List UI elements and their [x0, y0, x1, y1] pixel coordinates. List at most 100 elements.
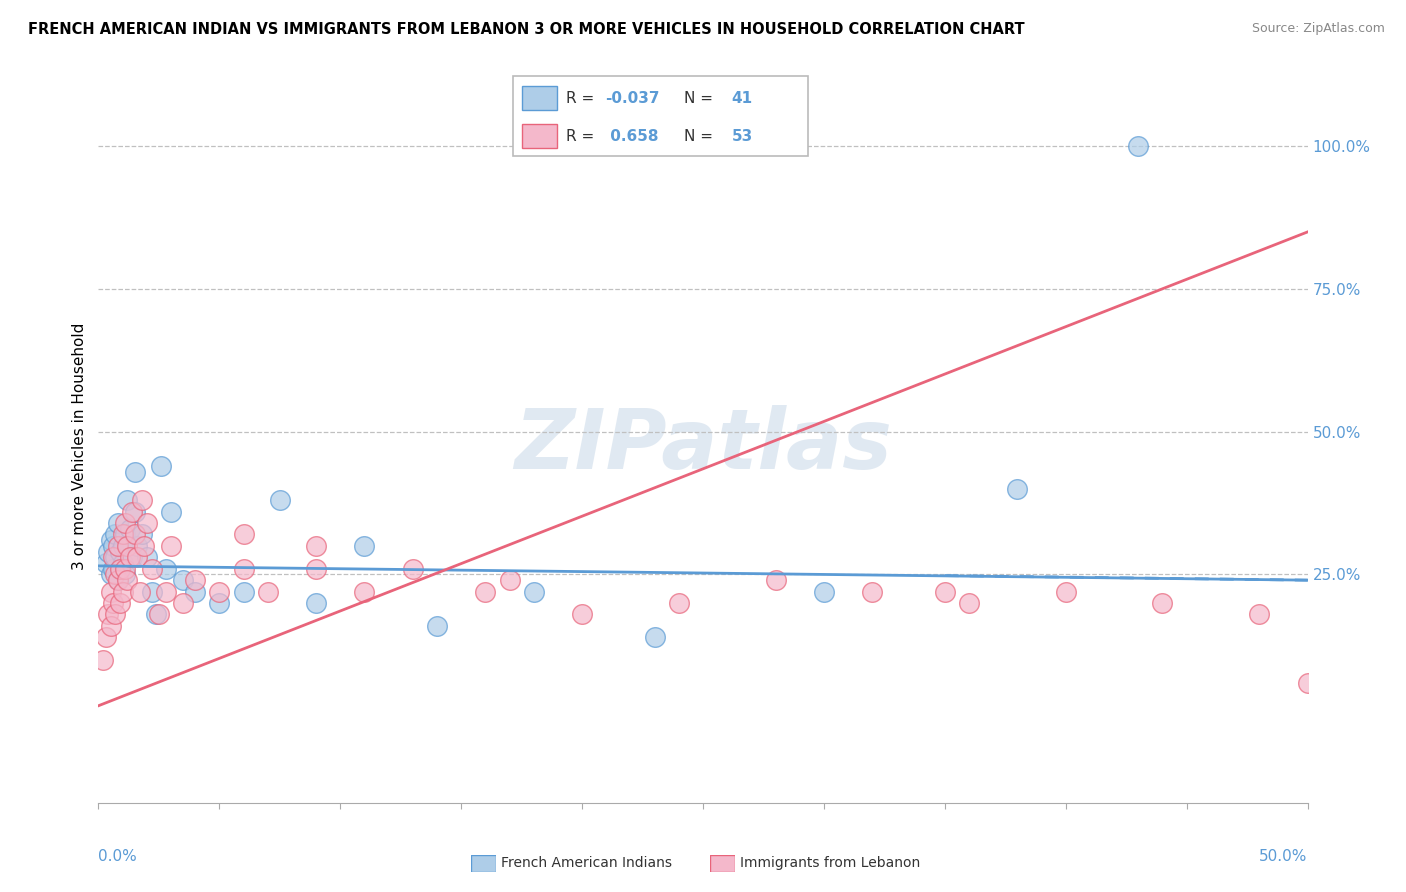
Point	[107, 516, 129, 530]
Point	[100, 533, 122, 548]
Point	[1249, 607, 1271, 622]
Point	[208, 584, 231, 599]
Point	[131, 527, 153, 541]
Point	[305, 539, 328, 553]
Point	[644, 630, 666, 644]
Point	[134, 539, 156, 553]
Text: N =: N =	[685, 128, 718, 144]
Point	[860, 584, 883, 599]
Point	[127, 539, 149, 553]
Point	[131, 493, 153, 508]
Point	[668, 596, 690, 610]
Text: 0.0%: 0.0%	[98, 849, 138, 864]
Point	[208, 596, 231, 610]
Point	[107, 573, 129, 587]
Point	[118, 550, 141, 565]
Point	[111, 527, 134, 541]
Point	[523, 584, 546, 599]
Text: French American Indians: French American Indians	[501, 856, 672, 871]
Text: Immigrants from Lebanon: Immigrants from Lebanon	[740, 856, 920, 871]
Point	[117, 493, 139, 508]
Point	[114, 516, 136, 530]
Point	[100, 567, 122, 582]
Point	[353, 584, 375, 599]
Text: Source: ZipAtlas.com: Source: ZipAtlas.com	[1251, 22, 1385, 36]
Point	[104, 527, 127, 541]
Point	[114, 527, 136, 541]
Point	[765, 573, 787, 587]
Point	[160, 539, 183, 553]
Point	[107, 539, 129, 553]
Point	[155, 584, 177, 599]
Y-axis label: 3 or more Vehicles in Household: 3 or more Vehicles in Household	[72, 322, 87, 570]
Point	[155, 562, 177, 576]
Point	[135, 516, 157, 530]
Point	[474, 584, 496, 599]
Point	[101, 596, 124, 610]
Point	[145, 607, 167, 622]
Point	[269, 493, 291, 508]
Point	[94, 630, 117, 644]
Point	[117, 573, 139, 587]
Point	[1054, 584, 1077, 599]
Point	[108, 562, 131, 576]
Point	[141, 562, 163, 576]
Point	[107, 573, 129, 587]
Point	[232, 584, 254, 599]
Text: 0.658: 0.658	[605, 128, 658, 144]
Point	[232, 562, 254, 576]
Text: FRENCH AMERICAN INDIAN VS IMMIGRANTS FROM LEBANON 3 OR MORE VEHICLES IN HOUSEHOL: FRENCH AMERICAN INDIAN VS IMMIGRANTS FRO…	[28, 22, 1025, 37]
Point	[104, 550, 127, 565]
Point	[97, 544, 120, 558]
Text: R =: R =	[567, 128, 599, 144]
Point	[91, 653, 114, 667]
Point	[184, 584, 207, 599]
Point	[957, 596, 980, 610]
Point	[141, 584, 163, 599]
Text: N =: N =	[685, 91, 718, 106]
Point	[121, 505, 143, 519]
Point	[114, 567, 136, 582]
Point	[101, 550, 124, 565]
Point	[256, 584, 278, 599]
FancyBboxPatch shape	[513, 76, 808, 156]
Point	[1296, 676, 1319, 690]
Point	[124, 465, 146, 479]
Point	[104, 567, 127, 582]
Bar	[522, 124, 557, 148]
Point	[172, 596, 194, 610]
Text: 53: 53	[731, 128, 754, 144]
Point	[127, 550, 149, 565]
Point	[104, 607, 127, 622]
Point	[111, 539, 134, 553]
Text: ZIPatlas: ZIPatlas	[515, 406, 891, 486]
Point	[1007, 482, 1029, 496]
Bar	[522, 87, 557, 111]
Point	[128, 584, 150, 599]
Point	[111, 584, 134, 599]
Point	[813, 584, 835, 599]
Point	[108, 544, 131, 558]
Point	[305, 596, 328, 610]
Point	[118, 522, 141, 536]
Text: R =: R =	[567, 91, 599, 106]
Point	[150, 458, 173, 473]
Point	[108, 596, 131, 610]
Point	[498, 573, 520, 587]
Point	[353, 539, 375, 553]
Text: 50.0%: 50.0%	[1260, 849, 1308, 864]
Point	[108, 562, 131, 576]
Point	[305, 562, 328, 576]
Point	[124, 505, 146, 519]
Point	[114, 562, 136, 576]
Text: -0.037: -0.037	[605, 91, 659, 106]
Point	[148, 607, 170, 622]
Point	[402, 562, 425, 576]
Point	[934, 584, 956, 599]
Point	[97, 607, 120, 622]
Point	[172, 573, 194, 587]
Point	[124, 527, 146, 541]
Text: 41: 41	[731, 91, 752, 106]
Point	[232, 527, 254, 541]
Point	[160, 505, 183, 519]
